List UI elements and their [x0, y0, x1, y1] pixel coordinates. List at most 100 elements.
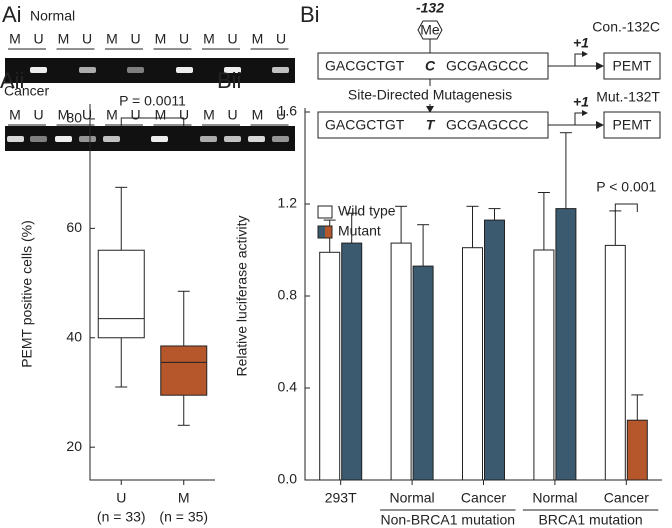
y-tick-label: 0.0 — [278, 471, 298, 487]
gene-label: PEMT — [613, 58, 652, 74]
y-axis-label: PEMT positive cells (%) — [19, 220, 35, 368]
row-label: Normal — [30, 8, 75, 24]
legend-swatch — [318, 226, 325, 238]
bar — [626, 419, 648, 481]
x-tick-label: 293T — [325, 490, 357, 506]
panel-label: Bii — [217, 68, 241, 93]
row-label: Cancer — [4, 83, 49, 99]
annotation: P < 0.001 — [596, 179, 656, 195]
box — [160, 345, 208, 396]
x-tick-label: Normal — [532, 490, 577, 506]
y-tick-label: 0.4 — [278, 379, 298, 395]
bar — [533, 249, 555, 481]
bar — [319, 251, 341, 481]
x-tick-note: (n = 35) — [159, 509, 208, 525]
bracket — [614, 203, 638, 212]
lane-label: M — [252, 107, 264, 123]
gel-image — [5, 58, 295, 83]
promoter-box — [317, 52, 549, 80]
lane-label: U — [82, 31, 92, 47]
lane-label: U — [130, 107, 140, 123]
lane-label: U — [276, 31, 286, 47]
lane-label: U — [179, 31, 189, 47]
y-tick-label: 0.8 — [278, 287, 298, 303]
arrow-head — [426, 106, 434, 113]
bar — [555, 208, 577, 481]
sequence: GCGAGCCC — [446, 58, 528, 74]
legend-swatch-border — [317, 225, 333, 239]
lane-label: U — [276, 107, 286, 123]
construct-name: Mut.-132T — [596, 89, 660, 105]
bracket — [120, 117, 185, 126]
bar — [484, 219, 505, 481]
lane-label: M — [155, 31, 167, 47]
methyl-label: Me — [420, 22, 440, 38]
lane-label: M — [203, 107, 215, 123]
sequence: GACGCTGT — [325, 58, 405, 74]
lane-label: M — [155, 107, 167, 123]
annotation: P = 0.0011 — [119, 93, 186, 109]
group-label: BRCA1 mutation — [538, 512, 642, 528]
mutated-base: T — [426, 117, 436, 133]
bar — [604, 244, 626, 481]
y-tick-label: 20 — [66, 438, 82, 454]
bar — [462, 247, 483, 481]
arrow-head — [582, 110, 588, 116]
lane-label: M — [106, 31, 118, 47]
lane-label: U — [179, 107, 189, 123]
arrow-head — [582, 51, 588, 57]
lane-label: M — [9, 31, 21, 47]
panel-label: Aii — [0, 68, 24, 93]
sequence: GCGAGCCC — [446, 117, 528, 133]
x-tick-label: U — [116, 490, 126, 506]
box — [97, 249, 145, 339]
lane-label: M — [106, 107, 118, 123]
gene-label: PEMT — [613, 117, 652, 133]
y-tick-label: 1.2 — [278, 195, 298, 211]
lane-label: M — [9, 107, 21, 123]
gel-bands — [7, 67, 289, 142]
bar — [412, 265, 434, 481]
lane-label: M — [203, 31, 215, 47]
y-axis-label: Relative luciferase activity — [234, 215, 250, 376]
position-label: -132 — [416, 0, 444, 16]
legend-label: Wild type — [338, 203, 396, 219]
x-tick-label: Normal — [390, 490, 435, 506]
lane-label: U — [82, 107, 92, 123]
lane-label: M — [252, 31, 264, 47]
arrow-head — [596, 62, 604, 70]
lane-label: U — [227, 31, 237, 47]
legend-swatch — [325, 226, 332, 238]
gene-box — [603, 111, 661, 139]
panel-label: Ai — [2, 2, 22, 27]
construct-name: Con.-132C — [592, 19, 660, 35]
tss-arrow — [574, 53, 584, 66]
arrow-head — [596, 121, 604, 129]
x-tick-label: Cancer — [604, 490, 649, 506]
methyl-hexagon — [417, 20, 443, 40]
lane-label: M — [58, 31, 70, 47]
bar — [390, 242, 412, 481]
tss-label: +1 — [573, 35, 589, 51]
y-tick-label: 40 — [66, 328, 82, 344]
mutated-base: C — [425, 58, 436, 74]
tss-label: +1 — [573, 94, 589, 110]
x-tick-note: (n = 33) — [97, 509, 146, 525]
bar — [341, 242, 363, 481]
group-label: Non-BRCA1 mutation — [380, 512, 515, 528]
y-tick-label: 60 — [66, 219, 82, 235]
sequence: GACGCTGT — [325, 117, 405, 133]
lane-label: U — [130, 31, 140, 47]
panel-label: Bi — [300, 2, 320, 27]
legend-label: Mutant — [338, 223, 381, 239]
lane-label: U — [227, 107, 237, 123]
y-tick-label: 1.6 — [278, 103, 298, 119]
promoter-box — [317, 111, 549, 139]
lane-label: M — [58, 107, 70, 123]
lane-label: U — [33, 31, 43, 47]
gene-box — [603, 52, 661, 80]
step-label: Site-Directed Mutagenesis — [348, 87, 512, 103]
lane-label: U — [33, 107, 43, 123]
y-tick-label: 80 — [66, 110, 82, 126]
